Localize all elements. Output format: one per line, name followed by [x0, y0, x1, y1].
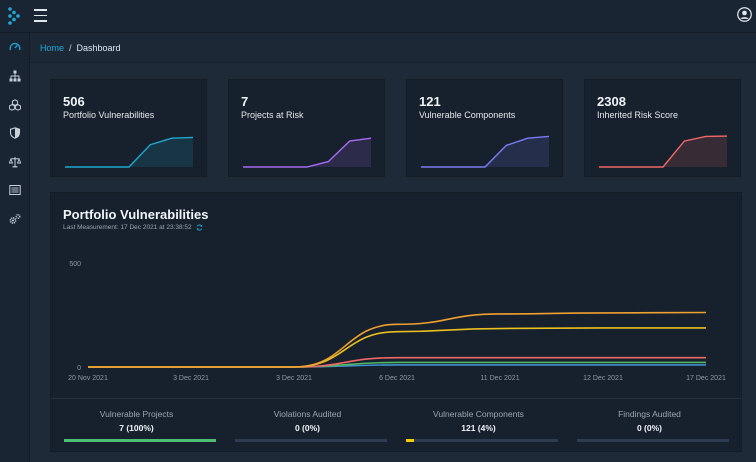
- sidebar-item-components[interactable]: [0, 93, 30, 117]
- card-value: 2308: [597, 94, 626, 109]
- breadcrumb-current: Dashboard: [76, 42, 121, 53]
- licenses-balance-icon: [9, 157, 21, 168]
- portfolio-vulnerabilities-panel: 500 0 20 Nov 2021 3 Dec 2021 3 Dec 2021 6 Dec…: [50, 192, 743, 453]
- card-label: Portfolio Vulnerabilities: [63, 110, 155, 120]
- refresh-icon[interactable]: [196, 224, 203, 231]
- policy-list-icon: [9, 185, 21, 195]
- card-projects-at-risk[interactable]: 7 Projects at Risk: [228, 79, 385, 177]
- card-label: Projects at Risk: [241, 110, 304, 120]
- sparkline-line: [421, 135, 550, 168]
- breadcrumb: Home / Dashboard: [30, 33, 756, 63]
- card-value: 506: [63, 94, 85, 109]
- stat-findings-audited: Findings Audited 0 (0%): [564, 399, 735, 454]
- stat-value: 121 (4%): [461, 423, 496, 433]
- sparkline-area: [421, 136, 549, 167]
- admin-cogs-icon: [9, 214, 21, 224]
- card-inherited-risk-score[interactable]: 2308 Inherited Risk Score: [584, 79, 741, 177]
- sparkline-area: [599, 136, 727, 167]
- breadcrumb-separator: /: [69, 42, 72, 53]
- stat-progress-bar: [406, 439, 558, 442]
- x-tick-label: 12 Dec 2021: [583, 375, 623, 382]
- top-navbar: [0, 0, 756, 33]
- sparkline-line: [65, 136, 194, 168]
- stat-vulnerable-components: Vulnerable Components 121 (4%): [393, 399, 564, 454]
- card-value: 121: [419, 94, 441, 109]
- sparkline-chart: [65, 136, 194, 168]
- sparkline-chart: [421, 135, 550, 168]
- sidebar-item-vulnerabilities[interactable]: [0, 121, 30, 145]
- dashboard-gauge-icon: [9, 42, 21, 51]
- stat-value: 0 (0%): [294, 423, 321, 433]
- stat-label: Findings Audited: [618, 409, 681, 419]
- hamburger-icon[interactable]: [34, 9, 47, 22]
- y-tick-label: 500: [69, 261, 81, 268]
- sidebar: [0, 33, 30, 462]
- vulnerabilities-shield-icon: [9, 127, 21, 139]
- stat-progress-bar: [64, 439, 216, 442]
- stat-label: Vulnerable Projects: [99, 409, 174, 419]
- stat-progress-bar: [235, 439, 387, 442]
- card-label: Vulnerable Components: [419, 110, 516, 120]
- portfolio-vulnerabilities-chart: 500 0 20 Nov 2021 3 Dec 2021 3 Dec 2021 6 Dec…: [68, 261, 726, 382]
- user-avatar-icon[interactable]: [737, 7, 752, 22]
- x-tick-label: 3 Dec 2021: [276, 375, 312, 382]
- sidebar-item-administration[interactable]: [0, 207, 30, 231]
- panel-title: Portfolio Vulnerabilities: [63, 207, 209, 222]
- stat-label: Vulnerable Components: [433, 409, 524, 419]
- series-line: [88, 327, 706, 368]
- dependency-track-logo[interactable]: [8, 7, 20, 25]
- sparkline-area: [243, 138, 371, 167]
- projects-sitemap-icon: [9, 70, 21, 82]
- x-tick-label: 17 Dec 2021: [686, 375, 726, 382]
- card-label: Inherited Risk Score: [597, 110, 679, 120]
- last-measurement: Last Measurement: 17 Dec 2021 at 23:38:5…: [63, 224, 203, 231]
- card-value: 7: [241, 94, 249, 109]
- card-vulnerable-components[interactable]: 121 Vulnerable Components: [406, 79, 563, 177]
- stat-value: 0 (0%): [636, 423, 663, 433]
- stat-label: Violations Audited: [273, 409, 342, 419]
- series-line: [88, 311, 707, 368]
- last-measurement-text: Last Measurement: 17 Dec 2021 at 23:38:5…: [63, 224, 192, 231]
- stat-progress-bar: [577, 439, 729, 442]
- x-tick-label: 3 Dec 2021: [173, 375, 209, 382]
- sidebar-item-dashboard[interactable]: [0, 35, 30, 59]
- stats-footer: Vulnerable Projects 7 (100%) Violations …: [51, 398, 743, 453]
- stat-violations-audited: Violations Audited 0 (0%): [222, 399, 393, 454]
- sparkline-chart: [243, 137, 372, 168]
- sparkline-area: [65, 137, 193, 167]
- x-tick-label: 20 Nov 2021: [68, 375, 108, 382]
- components-cubes-icon: [9, 99, 21, 111]
- x-tick-label: 11 Dec 2021: [480, 375, 519, 382]
- sidebar-item-licenses[interactable]: [0, 150, 30, 174]
- card-portfolio-vulnerabilities[interactable]: 506 Portfolio Vulnerabilities: [50, 79, 207, 177]
- breadcrumb-home-link[interactable]: Home: [40, 42, 65, 53]
- stat-progress-fill: [64, 439, 216, 442]
- y-tick-label: 0: [77, 365, 81, 372]
- stat-progress-fill: [406, 439, 414, 442]
- sparkline-line: [599, 135, 728, 168]
- stat-value: 7 (100%): [119, 423, 154, 433]
- x-tick-label: 6 Dec 2021: [379, 375, 415, 382]
- sidebar-item-policy[interactable]: [0, 178, 30, 202]
- sparkline-chart: [599, 135, 728, 168]
- sidebar-item-projects[interactable]: [0, 64, 30, 88]
- sparkline-line: [243, 137, 372, 168]
- stat-vulnerable-projects: Vulnerable Projects 7 (100%): [51, 399, 222, 454]
